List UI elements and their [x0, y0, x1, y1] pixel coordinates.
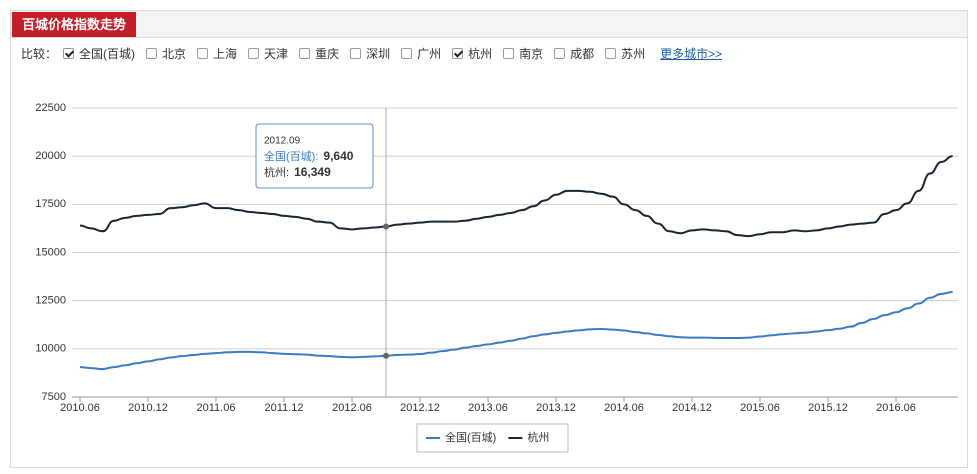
option-label[interactable]: 深圳	[366, 47, 391, 61]
x-tick-label: 2014.06	[604, 402, 644, 414]
panel-title: 百城价格指数走势	[12, 12, 137, 37]
filter-option[interactable]: 广州	[401, 45, 441, 62]
legend: 全国(百城) 杭州	[416, 423, 569, 453]
filter-option[interactable]: 北京	[146, 45, 186, 62]
checkbox[interactable]	[605, 48, 617, 59]
option-label[interactable]: 苏州	[621, 47, 646, 61]
checkbox[interactable]	[63, 48, 75, 59]
x-tick-label: 2010.06	[60, 402, 100, 414]
x-tick-label: 2013.06	[468, 402, 508, 414]
legend-box	[416, 423, 569, 453]
x-tick-label: 2013.12	[536, 402, 576, 414]
header-bar: 百城价格指数走势	[11, 11, 967, 38]
series-line	[79, 290, 953, 371]
option-label[interactable]: 南京	[519, 47, 544, 61]
tooltip-name: 杭州:	[264, 165, 289, 179]
x-tick-label: 2015.06	[740, 402, 780, 414]
x-tick-label: 2012.12	[400, 402, 440, 414]
filter-option[interactable]: 重庆	[299, 45, 339, 62]
checkbox[interactable]	[197, 48, 209, 59]
filter-option[interactable]: 苏州	[605, 45, 645, 62]
filter-option[interactable]: 深圳	[350, 45, 390, 62]
filter-option[interactable]: 天津	[248, 45, 288, 62]
y-tick-label: 17500	[35, 198, 66, 210]
checkbox[interactable]	[554, 48, 566, 59]
tooltip-date: 2012.09	[264, 136, 301, 147]
legend-label: 全国(百城)	[445, 430, 496, 444]
filter-option[interactable]: 成都	[554, 45, 594, 62]
tooltip-box	[255, 123, 374, 189]
checkbox[interactable]	[350, 48, 362, 59]
checkbox[interactable]	[248, 48, 260, 59]
filter-row: 比较： 全国(百城) 北京 上海 天津 重庆 深圳 广州 杭州 南京 成都 苏州 更多城市>>	[21, 45, 722, 62]
hover-marker	[383, 352, 389, 359]
tooltip-value: 9,640	[323, 149, 353, 163]
x-tick-label: 2012.06	[332, 402, 372, 414]
checkbox[interactable]	[146, 48, 158, 59]
x-tick-label: 2014.12	[672, 402, 712, 414]
option-label[interactable]: 上海	[213, 47, 238, 61]
more-cities-link[interactable]: 更多城市>>	[660, 47, 723, 61]
y-tick-label: 15000	[35, 246, 66, 258]
panel: 百城价格指数走势 比较： 全国(百城) 北京 上海 天津 重庆 深圳 广州 杭州 南京 成都 苏州更…	[10, 10, 968, 468]
legend-label: 杭州	[527, 430, 549, 444]
tooltip: 2012.09 全国(百城): 9,640 杭州: 16,349	[255, 123, 374, 189]
x-tick-label: 2015.12	[808, 402, 848, 414]
option-label[interactable]: 广州	[417, 47, 442, 61]
x-tick-label: 2011.12	[265, 402, 304, 414]
series-line	[79, 155, 953, 238]
filter-label: 比较：	[21, 47, 58, 61]
option-label[interactable]: 重庆	[315, 47, 340, 61]
y-tick-label: 20000	[35, 150, 66, 162]
checkbox[interactable]	[299, 48, 311, 59]
y-tick-label: 22500	[35, 102, 66, 114]
option-label[interactable]: 成都	[570, 47, 595, 61]
y-tick-label: 7500	[42, 391, 66, 403]
y-tick-label: 10000	[35, 343, 66, 355]
tooltip-row: 全国(百城): 9,640	[264, 149, 354, 163]
hover-marker	[383, 223, 389, 230]
x-tick-label: 2011.06	[197, 402, 236, 414]
y-tick-label: 12500	[35, 295, 66, 307]
checkbox[interactable]	[452, 48, 464, 59]
filter-option[interactable]: 南京	[503, 45, 543, 62]
checkbox[interactable]	[503, 48, 515, 59]
filter-option[interactable]: 上海	[197, 45, 237, 62]
option-label[interactable]: 天津	[264, 47, 289, 61]
filter-option[interactable]: 杭州	[452, 45, 492, 62]
filter-option[interactable]: 全国(百城)	[63, 45, 135, 62]
x-tick-label: 2016.06	[876, 402, 916, 414]
option-label[interactable]: 全国(百城)	[79, 47, 136, 61]
option-label[interactable]: 北京	[162, 47, 187, 61]
tooltip-name: 全国(百城):	[264, 149, 318, 163]
x-tick-label: 2010.12	[128, 402, 168, 414]
option-label[interactable]: 杭州	[468, 47, 493, 61]
tooltip-value: 16,349	[294, 165, 331, 179]
tooltip-row: 杭州: 16,349	[264, 165, 331, 179]
checkbox[interactable]	[401, 48, 413, 59]
